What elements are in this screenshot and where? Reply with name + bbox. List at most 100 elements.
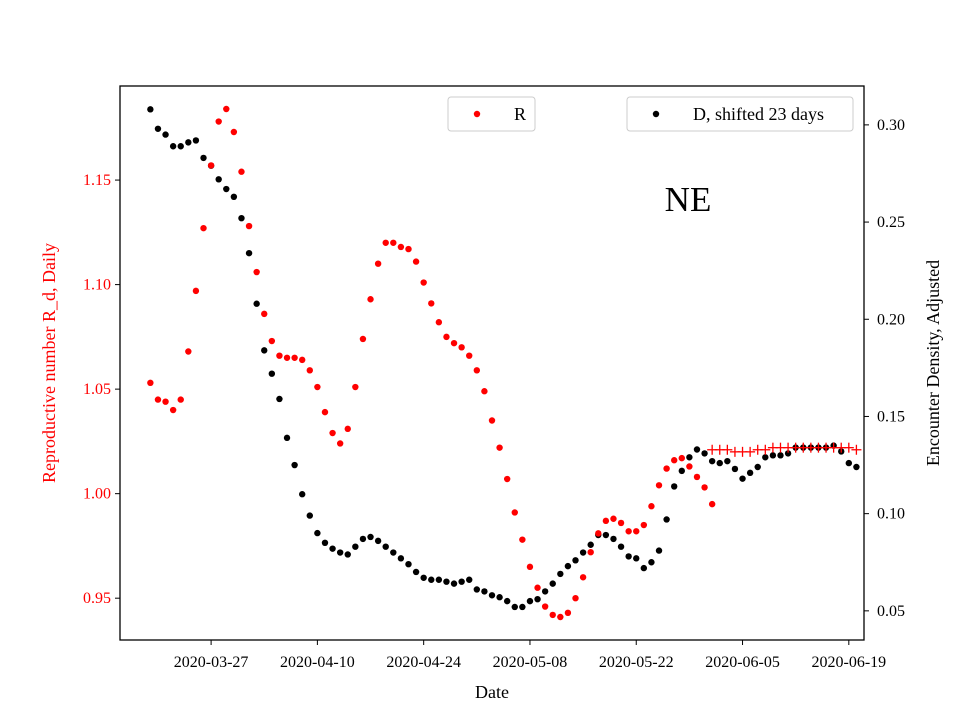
axis-ticks: 2020-03-27 2020-04-10 2020-04-24 2020-05-08… xyxy=(83,117,905,671)
r-point xyxy=(602,517,610,525)
r-point xyxy=(230,128,238,136)
d-point xyxy=(640,564,648,572)
legend-d-box xyxy=(626,96,854,132)
d-point xyxy=(344,551,351,558)
d-point xyxy=(572,557,579,564)
legend-d: D, shifted 23 days xyxy=(626,96,854,132)
d-point xyxy=(154,125,162,132)
d-point xyxy=(519,603,526,611)
d-point xyxy=(473,586,481,593)
d-point xyxy=(724,457,731,465)
region-annotation: NE xyxy=(665,180,712,219)
x-tick-label: 2020-04-24 xyxy=(386,654,461,671)
d-point xyxy=(716,459,723,467)
r-point xyxy=(511,509,518,516)
d-point xyxy=(754,463,761,471)
d-point xyxy=(162,131,169,138)
d-point xyxy=(503,597,511,605)
r-point xyxy=(147,379,154,387)
d-point xyxy=(268,370,276,377)
y-axis-left-label: Reproductive number R_d, Daily xyxy=(39,243,59,483)
y-left-tick-label: 1.15 xyxy=(83,172,111,189)
r-point xyxy=(352,383,359,391)
r-point xyxy=(595,530,602,537)
d-point xyxy=(374,537,382,545)
d-point xyxy=(420,574,427,581)
r-point xyxy=(458,344,465,351)
d-point xyxy=(587,541,594,548)
d-point xyxy=(708,457,716,465)
plot-frame xyxy=(119,85,865,641)
r-point xyxy=(291,354,298,361)
d-point xyxy=(731,465,739,473)
r-point xyxy=(253,268,260,276)
r-forecast-point xyxy=(745,446,756,457)
r-point xyxy=(572,594,579,602)
d-point xyxy=(382,543,389,550)
r-point xyxy=(299,356,306,364)
d-point xyxy=(481,588,488,595)
r-point xyxy=(610,515,617,522)
r-point xyxy=(526,563,534,571)
legend-d-marker xyxy=(652,110,660,118)
r-forecast-point xyxy=(843,442,854,453)
r-point xyxy=(633,528,640,535)
y-axis-right-label: Encounter Density, Adjusted xyxy=(923,260,943,466)
x-tick-label: 2020-03-27 xyxy=(174,654,249,671)
r-point xyxy=(678,454,685,462)
r-point xyxy=(648,503,655,510)
r-point xyxy=(671,457,678,464)
d-point xyxy=(693,446,701,453)
d-point xyxy=(663,516,670,523)
d-point xyxy=(739,475,746,482)
d-point xyxy=(428,576,435,583)
d-point xyxy=(283,434,291,442)
r-point xyxy=(268,337,276,345)
d-point xyxy=(466,576,473,583)
d-point xyxy=(541,588,549,595)
r-point xyxy=(397,243,405,251)
d-point xyxy=(557,570,564,578)
legend-d-label: D, shifted 23 days xyxy=(693,104,824,124)
r-point xyxy=(564,609,572,617)
r-point xyxy=(169,406,177,414)
d-point xyxy=(655,547,663,554)
r-point xyxy=(412,258,420,265)
x-tick-label: 2020-04-10 xyxy=(280,654,355,671)
r-point xyxy=(488,417,496,424)
y-right-tick-label: 0.25 xyxy=(877,214,905,231)
r-point xyxy=(359,335,367,343)
d-point xyxy=(359,535,367,543)
legend-r: R xyxy=(447,96,536,132)
r-point xyxy=(557,613,564,621)
r-point xyxy=(185,348,192,355)
r-point xyxy=(200,224,207,232)
r-point xyxy=(663,465,670,472)
r-point xyxy=(617,519,625,527)
r-point xyxy=(314,383,321,391)
d-point xyxy=(625,553,632,560)
r-point xyxy=(245,222,253,230)
d-point xyxy=(633,555,640,562)
d-point xyxy=(200,154,207,162)
d-point xyxy=(336,549,344,556)
r-point xyxy=(276,352,283,359)
r-point xyxy=(435,319,443,326)
d-point xyxy=(169,143,177,150)
y-right-tick-label: 0.15 xyxy=(877,408,905,425)
d-point xyxy=(147,106,154,113)
r-point xyxy=(693,473,701,481)
d-point xyxy=(291,461,298,469)
d-point xyxy=(192,137,200,144)
d-point xyxy=(678,467,685,475)
y-right-tick-label: 0.20 xyxy=(877,311,905,328)
r-point xyxy=(344,425,351,433)
d-point xyxy=(617,543,625,550)
r-point xyxy=(405,245,412,253)
legend-r-label: R xyxy=(514,104,526,124)
r-point xyxy=(192,287,200,295)
d-point xyxy=(488,592,496,599)
d-point xyxy=(579,549,587,556)
r-point xyxy=(503,475,511,483)
